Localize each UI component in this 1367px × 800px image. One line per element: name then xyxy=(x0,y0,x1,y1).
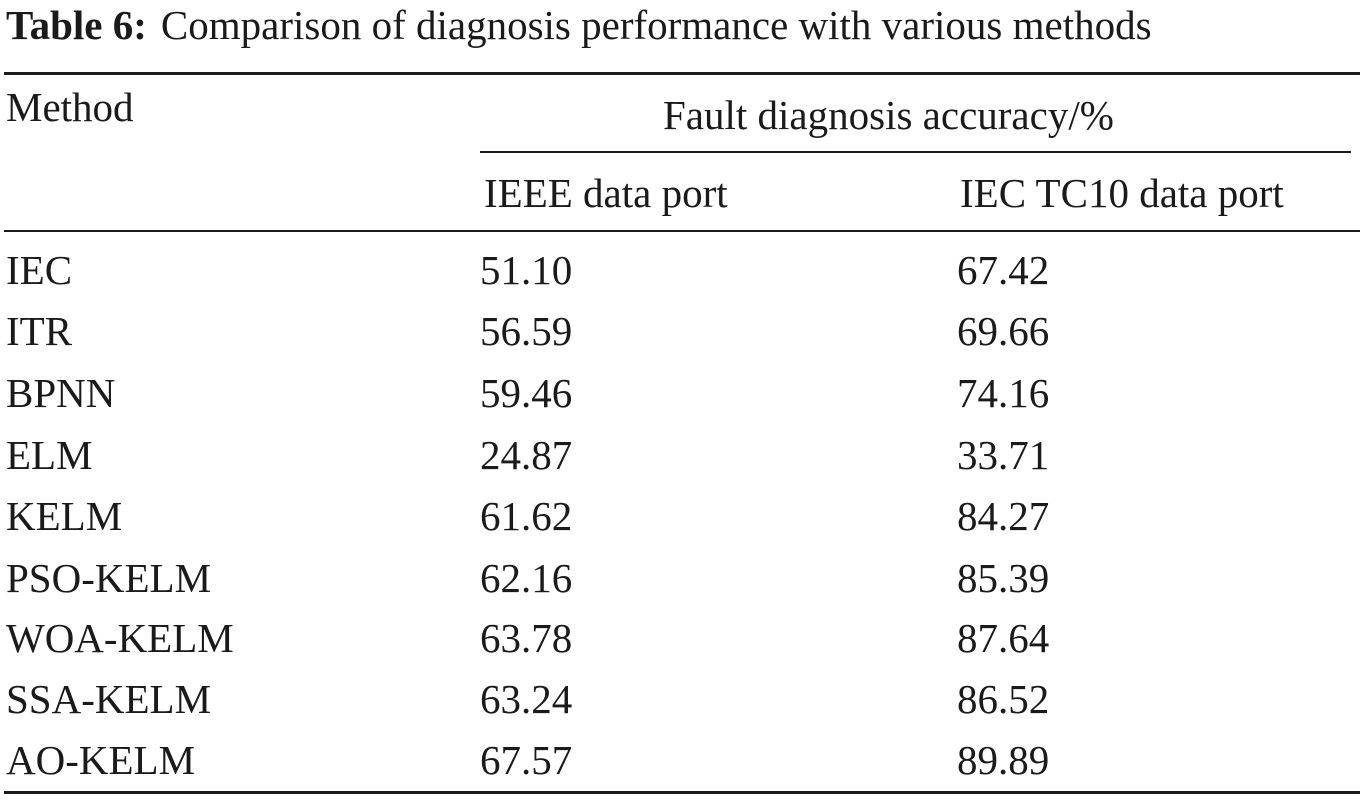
header-rule xyxy=(4,230,1360,232)
cell-iec: 33.71 xyxy=(957,432,1050,478)
cell-ieee: 56.59 xyxy=(480,308,573,354)
cell-iec: 84.27 xyxy=(957,493,1050,539)
cell-ieee: 59.46 xyxy=(480,370,573,416)
cell-method: ELM xyxy=(6,432,93,478)
table-row: WOA-KELM 63.78 87.64 xyxy=(0,608,1367,668)
cell-method: WOA-KELM xyxy=(6,615,234,661)
group-rule xyxy=(480,151,1351,153)
cell-ieee: 24.87 xyxy=(480,432,573,478)
table-row: IEC 51.10 67.42 xyxy=(0,240,1367,300)
header-method: Method xyxy=(6,84,134,130)
cell-iec: 85.39 xyxy=(957,555,1050,601)
cell-method: ITR xyxy=(6,308,73,354)
table-row: BPNN 59.46 74.16 xyxy=(0,363,1367,423)
header-ieee-data-port: IEEE data port xyxy=(484,170,728,216)
cell-method: SSA-KELM xyxy=(6,676,212,722)
cell-method: IEC xyxy=(6,247,73,293)
cell-iec: 87.64 xyxy=(957,615,1050,661)
cell-method: PSO-KELM xyxy=(6,555,212,601)
table-row: KELM 61.62 84.27 xyxy=(0,486,1367,546)
header-accuracy-group: Fault diagnosis accuracy/% xyxy=(663,92,1114,138)
cell-ieee: 61.62 xyxy=(480,493,573,539)
top-rule xyxy=(4,72,1360,75)
table-row: ELM 24.87 33.71 xyxy=(0,425,1367,485)
table-caption-label: Table 6: xyxy=(6,2,147,48)
cell-ieee: 63.24 xyxy=(480,676,573,722)
cell-ieee: 62.16 xyxy=(480,555,573,601)
table-row: AO-KELM 67.57 89.89 xyxy=(0,730,1367,790)
cell-method: AO-KELM xyxy=(6,737,196,783)
cell-iec: 86.52 xyxy=(957,676,1050,722)
cell-method: BPNN xyxy=(6,370,116,416)
table-row: SSA-KELM 63.24 86.52 xyxy=(0,669,1367,729)
cell-iec: 74.16 xyxy=(957,370,1050,416)
table-row: ITR 56.59 69.66 xyxy=(0,301,1367,361)
header-iec-tc10-data-port: IEC TC10 data port xyxy=(960,170,1284,216)
table-row: PSO-KELM 62.16 85.39 xyxy=(0,548,1367,608)
cell-iec: 69.66 xyxy=(957,308,1050,354)
cell-ieee: 51.10 xyxy=(480,247,573,293)
cell-iec: 89.89 xyxy=(957,737,1050,783)
cell-iec: 67.42 xyxy=(957,247,1050,293)
table-caption: Table 6: Comparison of diagnosis performa… xyxy=(6,0,1152,50)
bottom-rule xyxy=(4,791,1360,794)
cell-ieee: 63.78 xyxy=(480,615,573,661)
table-caption-text: Comparison of diagnosis performance with… xyxy=(160,2,1152,48)
cell-method: KELM xyxy=(6,493,123,539)
cell-ieee: 67.57 xyxy=(480,737,573,783)
